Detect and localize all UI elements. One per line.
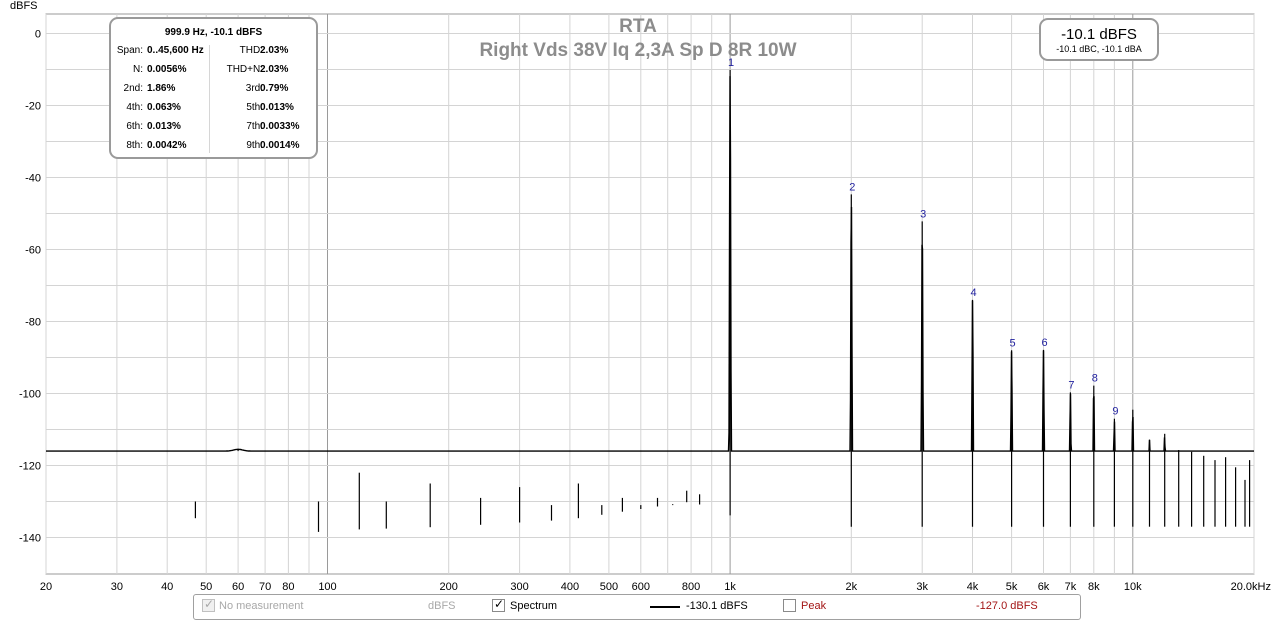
info-value: 0.79% (260, 83, 289, 94)
harmonic-labels: 1 2 3 4 5 6 7 8 9 (728, 57, 1118, 418)
x-tick-label: 5k (1006, 581, 1018, 592)
harmonic-label: 4 (970, 287, 976, 299)
harmonic-label: 7 (1068, 379, 1074, 391)
x-tick-label: 30 (111, 581, 123, 592)
measurement-info-box: 999.9 Hz, -10.1 dBFS Span: 0..45,600 Hz … (109, 17, 318, 159)
y-tick-label: 0 (35, 29, 41, 41)
spectrum-label: Spectrum (510, 600, 558, 612)
level-detail: -10.1 dBC, -10.1 dBA (1056, 44, 1142, 54)
x-tick-label: 200 (440, 581, 458, 592)
info-label: 4th: (126, 102, 143, 113)
chart-subtitle: Right Vds 38V Iq 2,3A Sp D 8R 10W (479, 40, 796, 61)
x-tick-label: 600 (632, 581, 650, 592)
harmonic-label: 2 (849, 181, 855, 193)
info-label: 5th: (246, 102, 263, 113)
info-value: 0.0033% (260, 121, 300, 132)
info-row: N: 0.0056% THD+N: 2.03% (111, 64, 316, 78)
harmonic-label: 8 (1092, 373, 1098, 385)
info-label: 3rd: (245, 83, 263, 94)
info-value: 2.03% (260, 45, 289, 56)
checkmark-icon: ✓ (494, 597, 505, 611)
harmonic-label: 1 (728, 57, 734, 69)
info-label: 2nd: (123, 83, 143, 94)
x-axis: 20 30 40 50 60 70 80 100 200 300 400 500 600 800 1k 2k 3… (40, 581, 1271, 592)
info-row: 4th: 0.063% 5th: 0.013% (111, 102, 316, 116)
harmonic-label: 3 (920, 208, 926, 220)
harmonic-label: 5 (1010, 337, 1016, 349)
info-row: 2nd: 1.86% 3rd: 0.79% (111, 83, 316, 97)
info-label: 8th: (126, 140, 143, 151)
x-tick-label: 100 (318, 581, 336, 592)
x-tick-label: 400 (561, 581, 579, 592)
y-tick-label: -80 (25, 317, 41, 329)
y-tick-label: -60 (25, 245, 41, 257)
x-tick-label: 800 (682, 581, 700, 592)
x-tick-label: 3k (916, 581, 928, 592)
info-label: THD+N: (226, 64, 263, 75)
spectrum-series (46, 69, 1254, 532)
peak-checkbox[interactable] (783, 599, 796, 612)
info-value: 0.013% (147, 121, 181, 132)
x-tick-label: 80 (282, 581, 294, 592)
y-axis: 0 -20 -40 -60 -80 -100 -120 -140 (19, 29, 41, 545)
x-tick-label: 2k (845, 581, 857, 592)
info-row: 6th: 0.013% 7th: 0.0033% (111, 121, 316, 135)
x-tick-label: 50 (200, 581, 212, 592)
info-value: 2.03% (260, 64, 289, 75)
info-label: 9th: (246, 140, 263, 151)
checkmark-icon: ✓ (204, 597, 215, 611)
spectrum-value: -130.1 dBFS (686, 600, 748, 612)
chart-title: RTA (619, 16, 657, 37)
x-tick-label: 7k (1065, 581, 1077, 592)
no-measurement-label: No measurement (219, 600, 304, 612)
no-measurement-unit: dBFS (428, 600, 456, 612)
y-tick-label: -20 (25, 101, 41, 113)
y-axis-label: dBFS (10, 0, 38, 12)
x-tick-label: 20 (40, 581, 52, 592)
spectrum-checkbox[interactable]: ✓ (492, 597, 505, 612)
peak-value: -127.0 dBFS (976, 600, 1038, 612)
harmonic-label: 6 (1041, 337, 1047, 349)
info-value: 0.063% (147, 102, 181, 113)
x-tick-label: 10k (1124, 581, 1142, 592)
info-value: 0.0056% (147, 64, 187, 75)
info-value: 0.0042% (147, 140, 187, 151)
info-value: 1.86% (147, 83, 176, 94)
info-label: N: (133, 64, 143, 75)
x-tick-label: 60 (232, 581, 244, 592)
y-tick-label: -40 (25, 173, 41, 185)
level-value: -10.1 dBFS (1061, 26, 1137, 43)
info-value: 0.0014% (260, 140, 300, 151)
x-tick-label: 70 (259, 581, 271, 592)
info-label: 7th: (246, 121, 263, 132)
x-tick-label: 40 (161, 581, 173, 592)
peak-label: Peak (801, 600, 827, 612)
info-label: 6th: (126, 121, 143, 132)
info-label: THD: (239, 45, 263, 56)
info-label: Span: (116, 45, 143, 56)
spectrum-trace (46, 76, 1254, 452)
x-tick-label: 20.0kHz (1231, 581, 1271, 592)
x-tick-label: 500 (600, 581, 618, 592)
level-readout-box: -10.1 dBFS -10.1 dBC, -10.1 dBA (1039, 18, 1159, 61)
info-value: 0.013% (260, 102, 294, 113)
info-row: Span: 0..45,600 Hz THD: 2.03% (111, 45, 316, 59)
harmonic-label: 9 (1112, 406, 1118, 418)
y-tick-label: -100 (19, 389, 41, 401)
no-measurement-checkbox[interactable]: ✓ (202, 597, 215, 612)
x-tick-label: 8k (1088, 581, 1100, 592)
x-tick-label: 300 (510, 581, 528, 592)
spectrum-line-swatch (650, 606, 680, 608)
y-tick-label: -140 (19, 533, 41, 545)
x-tick-label: 6k (1038, 581, 1050, 592)
x-tick-label: 1k (724, 581, 736, 592)
info-divider (209, 45, 210, 153)
x-tick-label: 4k (967, 581, 979, 592)
legend-bar: ✓ No measurement dBFS ✓ Spectrum -130.1 … (193, 594, 1081, 620)
y-tick-label: -120 (19, 461, 41, 473)
info-value: 0..45,600 Hz (147, 45, 204, 56)
info-row: 8th: 0.0042% 9th: 0.0014% (111, 140, 316, 154)
info-header: 999.9 Hz, -10.1 dBFS (164, 27, 263, 38)
